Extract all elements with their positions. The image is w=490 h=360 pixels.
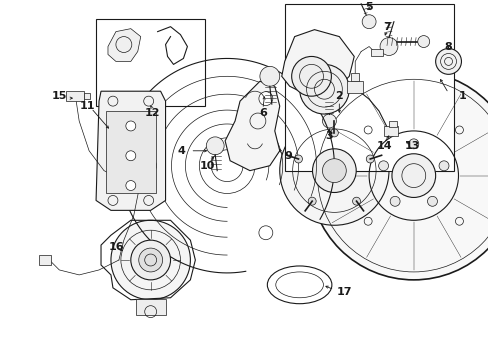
Bar [389, 121, 397, 127]
Text: 4: 4 [177, 146, 185, 156]
Bar [84, 93, 90, 99]
Circle shape [292, 57, 331, 96]
Circle shape [330, 129, 338, 137]
Text: 1: 1 [459, 91, 466, 101]
Circle shape [126, 121, 136, 131]
Circle shape [139, 248, 163, 272]
Polygon shape [225, 81, 280, 171]
Text: 14: 14 [376, 141, 392, 151]
Polygon shape [282, 30, 354, 96]
Circle shape [436, 49, 462, 74]
Circle shape [418, 36, 430, 48]
Circle shape [427, 196, 438, 206]
Circle shape [280, 116, 389, 225]
Circle shape [322, 114, 336, 128]
Text: 16: 16 [109, 242, 124, 252]
Text: 12: 12 [145, 108, 160, 118]
Bar [285, 4, 454, 171]
Circle shape [206, 137, 224, 155]
Polygon shape [96, 91, 166, 210]
Circle shape [362, 15, 376, 29]
Circle shape [131, 240, 171, 280]
Polygon shape [106, 111, 156, 193]
Text: 11: 11 [79, 101, 95, 111]
Circle shape [259, 226, 273, 240]
Text: 9: 9 [285, 151, 293, 161]
Circle shape [260, 66, 280, 86]
Circle shape [367, 155, 374, 163]
Circle shape [390, 196, 400, 206]
Polygon shape [108, 29, 141, 62]
Circle shape [439, 161, 449, 171]
Bar [347, 81, 363, 93]
Circle shape [313, 149, 356, 193]
Circle shape [379, 161, 389, 171]
Circle shape [310, 71, 490, 280]
Bar [351, 73, 359, 81]
Text: 17: 17 [336, 287, 352, 297]
Text: 5: 5 [366, 2, 373, 12]
Circle shape [409, 139, 419, 149]
Bar [40, 255, 51, 265]
Circle shape [111, 220, 191, 300]
Circle shape [294, 155, 302, 163]
Circle shape [392, 154, 436, 197]
Bar [371, 49, 383, 57]
Bar [384, 126, 398, 136]
Text: 8: 8 [445, 41, 452, 51]
Bar [136, 299, 166, 315]
Circle shape [299, 64, 349, 114]
Circle shape [322, 159, 346, 183]
Circle shape [380, 37, 398, 55]
Bar [66, 91, 84, 101]
Circle shape [353, 197, 361, 205]
Text: 13: 13 [405, 141, 420, 151]
Text: 7: 7 [383, 22, 391, 32]
Text: 15: 15 [52, 91, 67, 101]
Text: 10: 10 [199, 161, 215, 171]
Text: 6: 6 [259, 108, 267, 118]
Circle shape [126, 151, 136, 161]
Circle shape [259, 92, 273, 105]
Circle shape [143, 159, 157, 173]
Circle shape [308, 197, 316, 205]
Text: 3: 3 [325, 131, 333, 141]
Text: 2: 2 [336, 91, 343, 101]
Circle shape [126, 181, 136, 190]
Bar [96, 19, 205, 106]
